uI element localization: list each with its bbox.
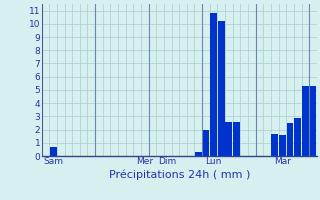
Bar: [226, 122, 232, 156]
Bar: [210, 13, 217, 156]
Bar: [302, 86, 309, 156]
Bar: [294, 118, 301, 156]
Bar: [195, 152, 202, 156]
Bar: [203, 130, 209, 156]
Bar: [271, 134, 278, 156]
Bar: [309, 86, 316, 156]
Bar: [279, 135, 286, 156]
X-axis label: Précipitations 24h ( mm ): Précipitations 24h ( mm ): [108, 169, 250, 180]
Bar: [218, 21, 225, 156]
Bar: [287, 123, 293, 156]
Bar: [50, 147, 57, 156]
Bar: [233, 122, 240, 156]
